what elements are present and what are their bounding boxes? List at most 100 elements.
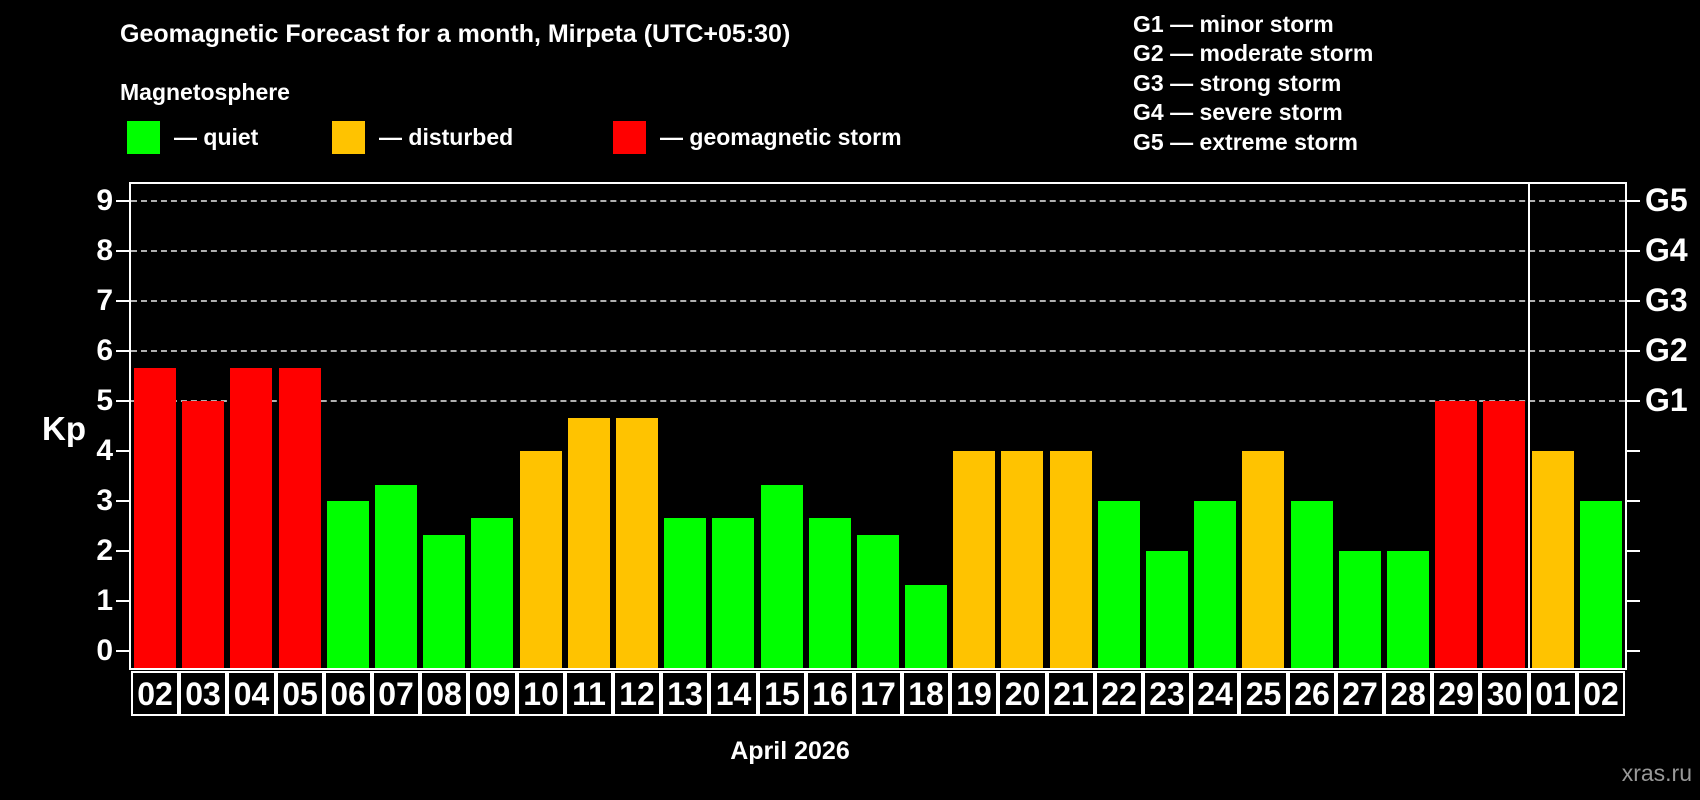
day-label-03: 03 bbox=[179, 671, 227, 716]
bar-day-26 bbox=[1291, 501, 1333, 668]
right-tick-kp1 bbox=[1627, 600, 1640, 602]
right-tick-kp7 bbox=[1627, 300, 1640, 302]
bar-day-15 bbox=[761, 484, 803, 668]
bar-day-30 bbox=[1483, 401, 1525, 668]
day-label-27: 27 bbox=[1336, 671, 1384, 716]
day-label-30: 30 bbox=[1480, 671, 1529, 716]
g4-legend-line: G4 — severe storm bbox=[1133, 99, 1343, 126]
bar-day-01 bbox=[1532, 451, 1574, 668]
day-axis-row: 02 03 04 05 06 07 08 09 10 11 12 13 14 15 16 17 18 19 20 21… bbox=[131, 671, 1625, 716]
g1-legend-line: G1 — minor storm bbox=[1133, 11, 1334, 37]
left-tick-kp4 bbox=[116, 450, 129, 452]
g-level-label-g5: G5 bbox=[1645, 182, 1688, 218]
g-level-label-g2: G2 bbox=[1645, 332, 1688, 368]
day-label-01-next-month: 01 bbox=[1529, 671, 1577, 716]
legend-item-quiet: — quiet bbox=[127, 121, 258, 154]
left-tick-kp8 bbox=[116, 250, 129, 252]
right-tick-kp5 bbox=[1627, 400, 1640, 402]
bar-day-12 bbox=[616, 417, 658, 668]
day-label-08: 08 bbox=[420, 671, 468, 716]
bar-day-14 bbox=[712, 517, 754, 668]
right-tick-kp6 bbox=[1627, 350, 1640, 352]
g-scale-legend: G1 — minor storm G2 — moderate storm G3 … bbox=[1133, 10, 1373, 157]
bar-day-21 bbox=[1050, 451, 1092, 668]
y-axis-tick-label: 2 bbox=[96, 534, 113, 567]
left-tick-kp5 bbox=[116, 400, 129, 402]
bar-day-04 bbox=[230, 367, 272, 668]
g3-legend-line: G3 — strong storm bbox=[1133, 69, 1342, 96]
storm-label: — geomagnetic storm bbox=[660, 124, 902, 150]
day-label-04: 04 bbox=[227, 671, 276, 716]
left-tick-kp9 bbox=[116, 200, 129, 202]
day-label-12: 12 bbox=[613, 671, 661, 716]
day-label-09: 09 bbox=[468, 671, 517, 716]
bar-day-23 bbox=[1146, 551, 1188, 668]
day-label-24: 24 bbox=[1191, 671, 1239, 716]
g-level-label-g4: G4 bbox=[1645, 232, 1688, 268]
gridline-kp6 bbox=[131, 350, 1625, 352]
gridline-kp8 bbox=[131, 250, 1625, 252]
day-label-25: 25 bbox=[1239, 671, 1288, 716]
bar-day-10 bbox=[520, 451, 562, 668]
bar-day-06 bbox=[327, 501, 369, 668]
y-axis-tick-label: 1 bbox=[96, 584, 113, 617]
plot-area bbox=[116, 182, 1640, 670]
left-tick-kp7 bbox=[116, 300, 129, 302]
y-axis-tick-label: 7 bbox=[96, 284, 113, 317]
bar-day-16 bbox=[809, 517, 851, 668]
day-label-13: 13 bbox=[661, 671, 709, 716]
day-label-15: 15 bbox=[758, 671, 806, 716]
bar-day-17 bbox=[857, 534, 899, 668]
day-label-18: 18 bbox=[902, 671, 950, 716]
day-label-29: 29 bbox=[1432, 671, 1480, 716]
y-axis-tick-label: 3 bbox=[96, 484, 113, 517]
bar-day-11 bbox=[568, 417, 610, 668]
y-axis-tick-label: 5 bbox=[96, 384, 113, 417]
day-label-23: 23 bbox=[1143, 671, 1191, 716]
bar-day-05 bbox=[279, 367, 321, 668]
day-label-16: 16 bbox=[806, 671, 854, 716]
day-label-28: 28 bbox=[1384, 671, 1432, 716]
gridline-kp7 bbox=[131, 300, 1625, 302]
day-label-02-next-month: 02 bbox=[1577, 671, 1625, 716]
legend-item-storm: — geomagnetic storm bbox=[613, 121, 902, 154]
storm-color-swatch bbox=[613, 121, 646, 154]
bar-day-08 bbox=[423, 534, 465, 668]
day-label-14: 14 bbox=[709, 671, 758, 716]
day-label-19: 19 bbox=[950, 671, 998, 716]
left-tick-kp1 bbox=[116, 600, 129, 602]
bar-day-20 bbox=[1001, 451, 1043, 668]
y-axis-tick-label: 6 bbox=[96, 334, 113, 367]
bar-day-02 bbox=[134, 367, 176, 668]
gridline-kp9 bbox=[131, 200, 1625, 202]
y-axis-tick-label: 9 bbox=[96, 184, 113, 217]
disturbed-color-swatch bbox=[332, 121, 365, 154]
day-label-07: 07 bbox=[372, 671, 420, 716]
g5-legend-line: G5 — extreme storm bbox=[1133, 128, 1358, 155]
y-axis-tick-label: 8 bbox=[96, 234, 113, 267]
right-tick-kp9 bbox=[1627, 200, 1640, 202]
day-label-20: 20 bbox=[998, 671, 1047, 716]
magnetosphere-label: Magnetosphere bbox=[120, 79, 290, 105]
left-tick-kp2 bbox=[116, 550, 129, 552]
month-label: April 2026 bbox=[730, 737, 850, 765]
bar-day-29 bbox=[1435, 401, 1477, 668]
gridline-kp5 bbox=[131, 400, 1625, 402]
right-tick-kp3 bbox=[1627, 500, 1640, 502]
y-axis-tick-label: 0 bbox=[96, 634, 113, 667]
day-label-06: 06 bbox=[324, 671, 372, 716]
kp-axis-label: Kp bbox=[42, 410, 86, 447]
day-label-21: 21 bbox=[1047, 671, 1095, 716]
bar-day-02 bbox=[1580, 501, 1622, 668]
bar-day-28 bbox=[1387, 551, 1429, 668]
legend-item-disturbed: — disturbed bbox=[332, 121, 513, 154]
day-label-05: 05 bbox=[276, 671, 324, 716]
y-axis-tick-label: 4 bbox=[96, 434, 113, 467]
chart-title: Geomagnetic Forecast for a month, Mirpet… bbox=[120, 20, 791, 48]
quiet-color-swatch bbox=[127, 121, 160, 154]
left-tick-kp0 bbox=[116, 650, 129, 652]
day-label-11: 11 bbox=[565, 671, 613, 716]
bar-day-22 bbox=[1098, 501, 1140, 668]
bar-day-19 bbox=[953, 451, 995, 668]
